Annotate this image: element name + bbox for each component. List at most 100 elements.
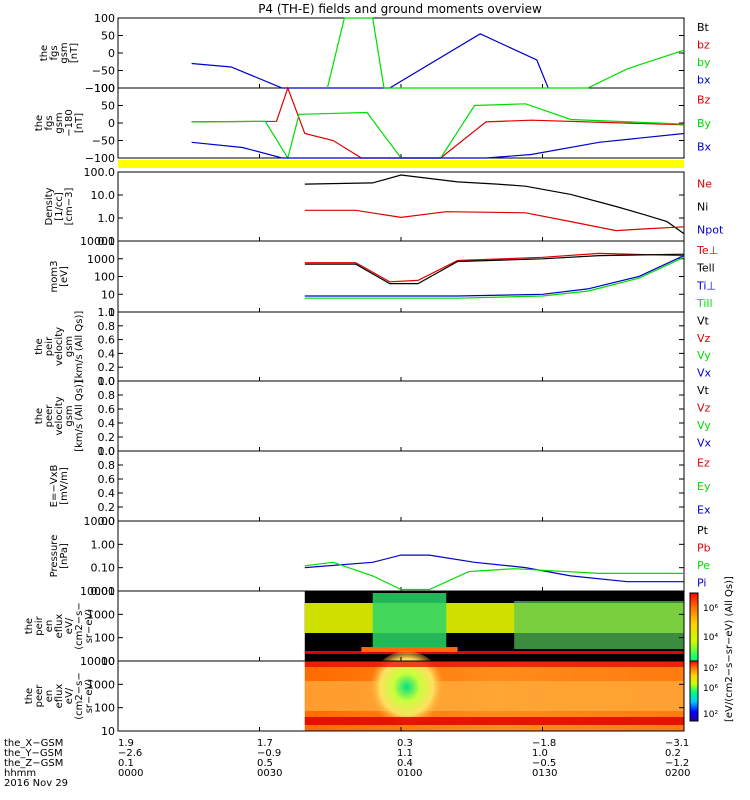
legend-fgs_gsm_180-By: By [697,117,712,130]
series-7-Pe [304,561,684,591]
footer-row-z: the_Z−GSM [4,758,63,769]
ytick-label-temp-0: 10000 [80,235,115,248]
ytick-label-pressure-3: 0.01 [91,585,116,598]
legend-peir_vel-Vz: Vz [697,332,711,345]
ytick-label-peer_vel-0: 1.0 [98,375,116,388]
ylabel-temp-0: mom3 [49,261,60,293]
ytick-label-peir_vel-0: 1.0 [98,306,116,319]
series-3-Tell [304,253,685,285]
ytick-label-peir_en-1: 1000 [87,608,115,621]
ytick-label-fgs_gsm_180-0: 100 [94,82,115,95]
colorbar-lower [689,660,699,722]
ytick-label-pressure-2: 0.10 [91,562,116,575]
series-3-Te⊥ [304,252,685,283]
panel-frame-temp [117,240,685,313]
panel-frame-efield [117,450,685,522]
colorbar-label: [eV/(cm2−s−sr−eV) (All Qs)] [724,576,735,722]
legend-peer_vel-Vx: Vx [697,436,712,449]
legend-fgs_gsm-bx: bx [697,73,711,86]
ylabel-peir_en-6: sr−eV) [84,609,95,644]
legend-efield-Ey: Ey [697,480,711,493]
colorbar-tick-1: 10⁴ [703,633,718,643]
ylabel-peir_vel-1: peir [44,336,55,356]
ylabel-peir_vel-0: the [34,338,45,354]
footer-y-1: −0.9 [257,748,281,759]
ytick-label-fgs_gsm_180-3: −50 [92,135,115,148]
chart-title: P4 (TH-E) fields and ground moments over… [258,2,542,16]
footer-z-0: 0.1 [118,758,134,769]
ytick-label-fgs_gsm-2: 0 [108,47,115,60]
ytick-label-peir_en-2: 100 [94,632,115,645]
legend-temp-Till: Till [696,297,713,310]
ytick-label-temp-1: 1000 [87,253,115,266]
ytick-label-peir_vel-5: 0.0 [98,375,116,388]
footer-row-time: hhmm [4,768,36,779]
panel-frame-peer_vel [117,380,685,452]
footer-x-2: 0.3 [397,738,413,749]
ylabel-pressure-0: Pressure [49,535,60,578]
ylabel-peer_vel-0: the [34,408,45,424]
ylabel-efield-0: E=−VxB [49,465,60,508]
ylabel-pressure-1: [nPa] [59,543,70,569]
ylabel-fgs_gsm_180-1: fgs [44,115,55,130]
ytick-label-fgs_gsm_180-2: 0 [108,117,115,130]
series-1-Bz [191,86,685,159]
ylabel-efield-1: [mV/m] [59,467,70,505]
series-2-Ne [304,209,685,232]
ylabel-peer_en-3: eflux [54,684,65,709]
ylabel-peir_vel-3: gsm [64,336,75,357]
ylabel-peer_en-0: the [24,688,35,704]
ylabel-fgs_gsm-2: gsm [59,42,70,63]
colorbar-tick-0: 10⁶ [703,604,718,614]
ytick-label-peer_en-0: 10000 [80,655,115,668]
ytick-label-density-1: 10.0 [91,189,116,202]
legend-fgs_gsm_180-Bx: Bx [697,140,712,153]
legend-temp-Tell: Tell [696,262,715,275]
legend-peer_vel-Vt: Vt [697,384,710,397]
legend-temp-Te⊥: Te⊥ [696,244,718,257]
legend-efield-Ez: Ez [697,457,710,470]
legend-temp-Ti⊥: Ti⊥ [696,279,716,292]
legend-efield-Ex: Ex [697,503,711,516]
ylabel-peir_en-0: the [24,618,35,634]
ytick-label-peir_en-3: 10 [101,655,115,668]
ytick-label-peer_en-2: 100 [94,702,115,715]
legend-fgs_gsm_180-Bz: Bz [697,94,711,107]
ylabel-fgs_gsm-0: the [39,45,50,61]
peer-spectrogram-band [304,681,684,711]
ylabel-temp-1: [eV] [59,266,70,287]
legend-pressure-Pt: Pt [697,524,709,537]
footer-y-4: 0.2 [665,748,681,759]
ytick-label-efield-3: 0.4 [98,487,116,500]
peir-spectrogram-late [514,601,684,649]
ytick-label-temp-2: 100 [94,271,115,284]
footer-x-1: 1.7 [257,738,273,749]
ytick-label-peir_en-0: 10000 [80,585,115,598]
ytick-label-peer_vel-3: 0.4 [98,417,116,430]
ylabel-peer_en-4: eV/ [64,687,75,704]
footer-t-2: 0100 [397,768,422,779]
status-bar-yellow [118,160,684,168]
ytick-label-fgs_gsm-1: 50 [101,30,115,43]
ylabel-fgs_gsm-3: [nT] [69,43,80,63]
peir-spectrogram-redline [304,651,684,654]
footer-z-3: −0.5 [532,758,556,769]
ytick-label-pressure-1: 1.00 [91,538,116,551]
series-1-By [191,103,685,160]
peer-spectrogram-topband [304,661,684,667]
ylabel-density-2: [cm−3] [64,188,75,226]
ytick-label-efield-1: 0.8 [98,459,116,472]
footer-x-0: 1.9 [118,738,134,749]
panel-frame-fgs_gsm_180 [117,87,685,159]
footer-t-1: 0030 [257,768,282,779]
footer-row-y: the_Y−GSM [4,748,63,759]
colorbar-tick-3: 10⁶ [703,684,718,694]
ytick-label-peir_vel-4: 0.2 [98,361,116,374]
legend-peir_vel-Vy: Vy [697,349,711,362]
ytick-label-efield-4: 0.2 [98,501,116,514]
ytick-label-density-3: 0.1 [98,235,116,248]
peer-spectrogram-blob [368,651,445,731]
ytick-label-density-2: 1.0 [98,212,116,225]
